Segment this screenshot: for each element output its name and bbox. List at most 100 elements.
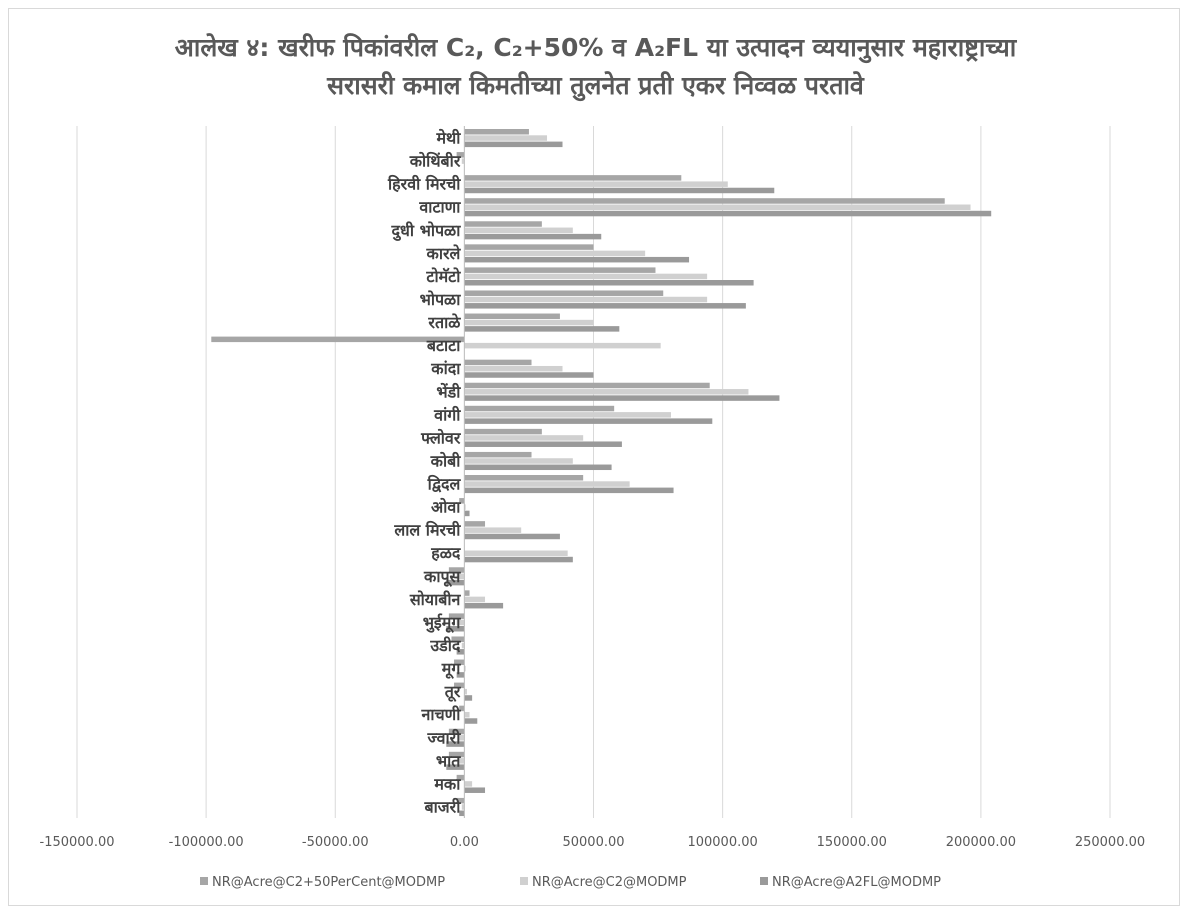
category-label: कांदा (430, 359, 461, 378)
bar (464, 510, 470, 517)
bar (454, 659, 465, 666)
bar (464, 233, 602, 240)
bar (464, 141, 563, 148)
bar (459, 735, 465, 741)
bar (464, 210, 992, 217)
chart-title-line1: आलेख ४: खरीफ पिकांवरील C₂, C₂+50% व A₂FL… (174, 33, 1017, 62)
bar (464, 487, 674, 494)
legend-label: NR@Acre@A2FL@MODMP (772, 875, 941, 890)
category-label: रताळे (427, 313, 461, 332)
category-label: भेंडी (436, 382, 461, 401)
bar (454, 682, 465, 689)
bar (464, 204, 971, 210)
bar (464, 250, 646, 257)
bar (446, 579, 465, 586)
bar (464, 464, 612, 471)
bar (464, 342, 661, 349)
bar (464, 256, 690, 263)
bar (464, 556, 573, 563)
category-label: वाटाणा (418, 198, 461, 217)
bar (464, 665, 466, 672)
bar (456, 619, 465, 626)
bar (464, 135, 548, 141)
bar (464, 711, 470, 718)
x-tick-label: 200000.00 (946, 835, 1016, 850)
category-label: हळद (430, 544, 461, 563)
bar (464, 326, 620, 332)
bar (448, 728, 465, 735)
bar (464, 372, 594, 378)
bar (464, 550, 568, 556)
bar (461, 804, 465, 810)
category-label: टोमॅटो (425, 267, 461, 286)
bar (464, 435, 584, 441)
bar (448, 751, 465, 758)
bar (456, 573, 465, 580)
category-label: कापूस (423, 567, 462, 587)
bar (461, 158, 465, 164)
bar (464, 290, 664, 296)
bar (464, 296, 708, 303)
x-tick-label: -150000.00 (40, 835, 115, 850)
bar (464, 441, 622, 447)
category-label: कोबी (430, 451, 462, 470)
bar (464, 382, 710, 389)
bar (464, 602, 504, 609)
category-label: बटाटा (426, 336, 461, 355)
category-label: मूग (441, 659, 462, 679)
bar (464, 596, 486, 603)
bar (446, 741, 465, 747)
bar (464, 313, 560, 320)
bar (464, 458, 573, 464)
bar (211, 336, 465, 343)
category-label: द्विदल (427, 475, 462, 494)
bar (464, 781, 473, 787)
x-tick-label: 50000.00 (562, 835, 624, 850)
bar (464, 418, 713, 424)
category-label: हिरवी मिरची (387, 175, 461, 194)
bar (464, 221, 542, 227)
bar (456, 649, 465, 655)
category-label: भोपळा (420, 290, 462, 309)
bar (456, 797, 465, 804)
bar (464, 198, 945, 204)
bar (464, 521, 486, 527)
x-tick-label: -100000.00 (169, 835, 244, 850)
category-label: कोथिंबीर (409, 152, 462, 171)
bar (456, 152, 465, 158)
category-label: ओवा (431, 498, 461, 517)
x-tick-label: 250000.00 (1075, 835, 1145, 850)
bar (448, 567, 465, 573)
legend-label: NR@Acre@C2+50PerCent@MODMP (212, 875, 445, 890)
category-label: भात (436, 751, 461, 770)
bar (464, 451, 532, 458)
bar (464, 405, 615, 412)
legend-swatch (760, 877, 768, 885)
bar (464, 688, 467, 695)
category-label: भुईमूग (423, 613, 462, 633)
bar (464, 395, 780, 401)
bar (464, 267, 656, 273)
category-label: लाल मिरची (393, 521, 461, 540)
legend-label: NR@Acre@C2@MODMP (532, 875, 687, 890)
category-label: ज्वारी (426, 728, 461, 747)
category-label: सोयाबीन (409, 590, 462, 609)
category-label: नाचणी (420, 705, 461, 724)
category-label: बाजरी (424, 797, 462, 816)
bar (459, 758, 465, 764)
x-tick-label: 0.00 (450, 835, 479, 850)
bar (446, 764, 465, 770)
bar (459, 810, 465, 817)
category-label: मका (433, 774, 461, 793)
x-tick-label: 100000.00 (687, 835, 757, 850)
bar (464, 504, 466, 510)
bar (464, 533, 560, 540)
legend-swatch (520, 877, 528, 885)
bar (456, 774, 465, 781)
bar (464, 227, 573, 234)
bar (464, 319, 594, 326)
bar (459, 498, 465, 504)
bar (464, 389, 749, 395)
bar (464, 527, 522, 533)
